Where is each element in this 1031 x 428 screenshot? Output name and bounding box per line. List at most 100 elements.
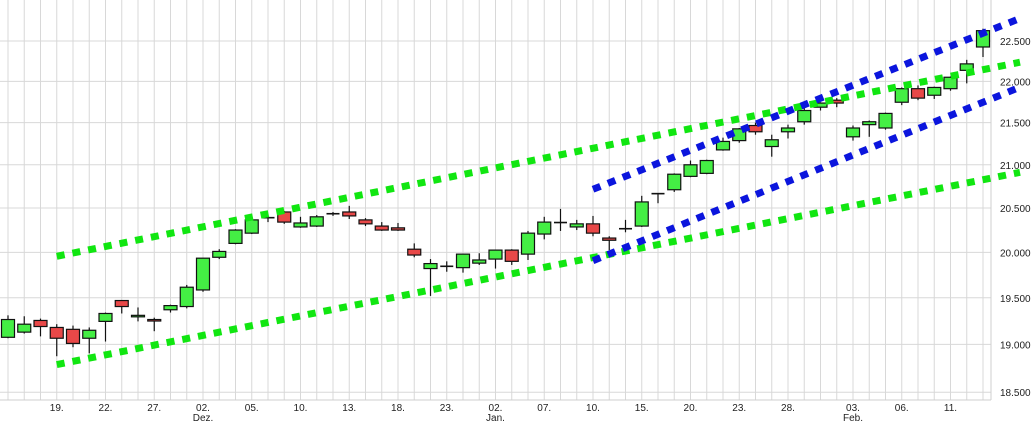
candle (130, 307, 146, 322)
candle (293, 216, 308, 228)
candle (602, 236, 617, 251)
candle (537, 216, 552, 240)
candle-body-up (780, 127, 796, 133)
candle (780, 124, 796, 139)
y-tick-label: 21.000 (1000, 161, 1031, 172)
candle (667, 173, 682, 192)
candle-body-up (179, 286, 194, 308)
x-tick-label: 11. (944, 403, 957, 414)
candle (147, 317, 162, 332)
candle (195, 257, 211, 292)
candle (634, 195, 649, 227)
x-tick-label: 03. (846, 403, 860, 414)
trendline-green[interactable] (56, 58, 1021, 260)
candle-body-up (228, 229, 243, 244)
candle (683, 160, 698, 178)
candle (179, 284, 194, 309)
x-tick-label: 20. (684, 403, 698, 414)
candle-body-down (33, 319, 48, 328)
candle-body-up (764, 139, 779, 148)
candle (878, 112, 893, 130)
candle (862, 120, 877, 137)
x-tick-label: 13. (342, 403, 356, 414)
candle-body-down (49, 326, 64, 339)
candle-body-down (390, 227, 406, 231)
candle (82, 327, 97, 354)
candle (894, 87, 909, 106)
candle (309, 215, 324, 227)
y-tick-label: 20.000 (1000, 248, 1031, 259)
x-tick-label: 07. (537, 403, 551, 414)
x-tick-label: 10. (294, 403, 308, 414)
candle-body-down (910, 88, 926, 99)
x-tick-label: 28. (781, 403, 795, 414)
trendline-green[interactable] (56, 168, 1021, 369)
y-tick-label: 21.500 (1000, 119, 1031, 130)
candle (228, 229, 243, 245)
candle (619, 219, 632, 233)
candle-body-down (585, 223, 601, 234)
y-tick-label: 20.500 (1000, 204, 1031, 215)
candle (651, 192, 665, 204)
candle (358, 218, 373, 227)
candle (212, 249, 227, 260)
x-tick-label: 02. (489, 403, 503, 414)
candle (715, 137, 731, 151)
grid (0, 0, 991, 400)
candle (440, 261, 454, 272)
candle-body-down (504, 249, 519, 262)
candle (17, 316, 32, 334)
candle-body-up (683, 164, 698, 177)
x-tick-month-label: Feb. (843, 413, 863, 424)
candle-body-up (82, 329, 97, 339)
y-tick-label: 18.500 (1000, 388, 1031, 399)
trendlines (56, 15, 1022, 369)
candle-body-up (472, 259, 487, 264)
candle-body-up (894, 88, 909, 103)
x-tick-label: 27. (147, 403, 161, 414)
candle-body-up (455, 253, 471, 269)
candles (0, 28, 991, 357)
trendline-blue[interactable] (591, 83, 1022, 264)
candle (455, 253, 471, 273)
candle-body-down (602, 237, 617, 241)
candle-body-up (699, 159, 714, 174)
candle (0, 315, 16, 339)
x-tick-label: 22. (99, 403, 113, 414)
trendline-blue[interactable] (591, 15, 1022, 193)
candle (797, 107, 812, 125)
candle (98, 312, 113, 342)
x-tick-label: 23. (732, 403, 746, 414)
candle-body-up (569, 223, 584, 228)
candle-body-up (667, 173, 682, 191)
y-tick-label: 19.500 (1000, 294, 1031, 305)
candle-body-up (195, 257, 211, 291)
candle-body-up (862, 121, 877, 126)
candle-body-up (520, 232, 536, 255)
candle-body-up (0, 318, 16, 338)
candle-body-up (212, 250, 227, 258)
candle-body-down (358, 219, 373, 225)
candle (764, 134, 779, 157)
y-tick-label: 22.500 (1000, 37, 1031, 48)
candle-body-down (374, 225, 389, 231)
candle (65, 325, 81, 348)
x-tick-label: 19. (50, 403, 64, 414)
candle (927, 86, 942, 99)
candle (699, 159, 714, 175)
x-tick-label: 02. (196, 403, 210, 414)
candle-body-down (65, 328, 81, 345)
candle-body-up (423, 262, 438, 270)
candle (374, 222, 389, 231)
candle-body-up (797, 109, 812, 123)
x-tick-month-label: Dez. (193, 413, 214, 424)
candle (423, 259, 438, 296)
candle-body-up (845, 127, 861, 138)
candle-body-down (114, 299, 129, 308)
y-tick-label: 22.000 (1000, 77, 1031, 88)
candle (554, 208, 567, 231)
candle (472, 253, 487, 265)
x-tick-label: 10. (586, 403, 600, 414)
candle (244, 219, 259, 235)
